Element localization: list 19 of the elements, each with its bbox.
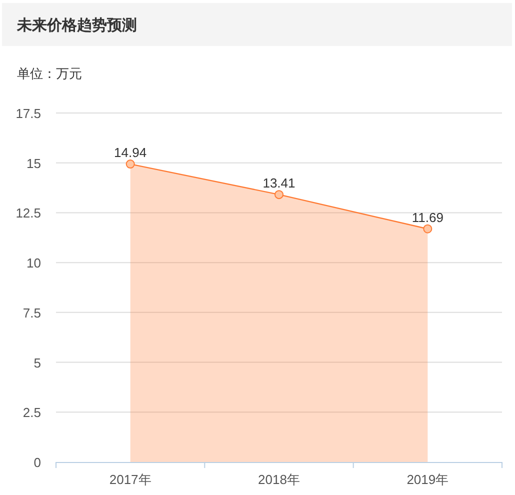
point xyxy=(274,190,284,200)
y-tick-label: 10 xyxy=(26,256,41,271)
data-label: 13.41 xyxy=(262,176,296,191)
x-tick-label: 2017年 xyxy=(109,472,152,487)
data-label: 14.94 xyxy=(114,145,147,160)
point xyxy=(126,160,135,169)
data-label: 11.69 xyxy=(412,210,444,225)
text: 单位：万元 xyxy=(17,66,82,81)
chart-title: 未来价格趋势预测 xyxy=(16,17,137,34)
y-tick-label: 17.5 xyxy=(16,106,41,121)
y-tick-label: 12.5 xyxy=(16,206,41,221)
x-tick-label: 2019年 xyxy=(406,472,449,487)
y-tick-label: 2.5 xyxy=(22,405,41,420)
y-tick-label: 5 xyxy=(34,355,41,370)
point xyxy=(423,224,432,234)
y-tick-label: 15 xyxy=(26,156,41,171)
y-tick-label: 7.5 xyxy=(22,305,41,320)
y-tick-label: 0 xyxy=(34,455,41,470)
x-tick-label: 2018年 xyxy=(258,472,300,487)
